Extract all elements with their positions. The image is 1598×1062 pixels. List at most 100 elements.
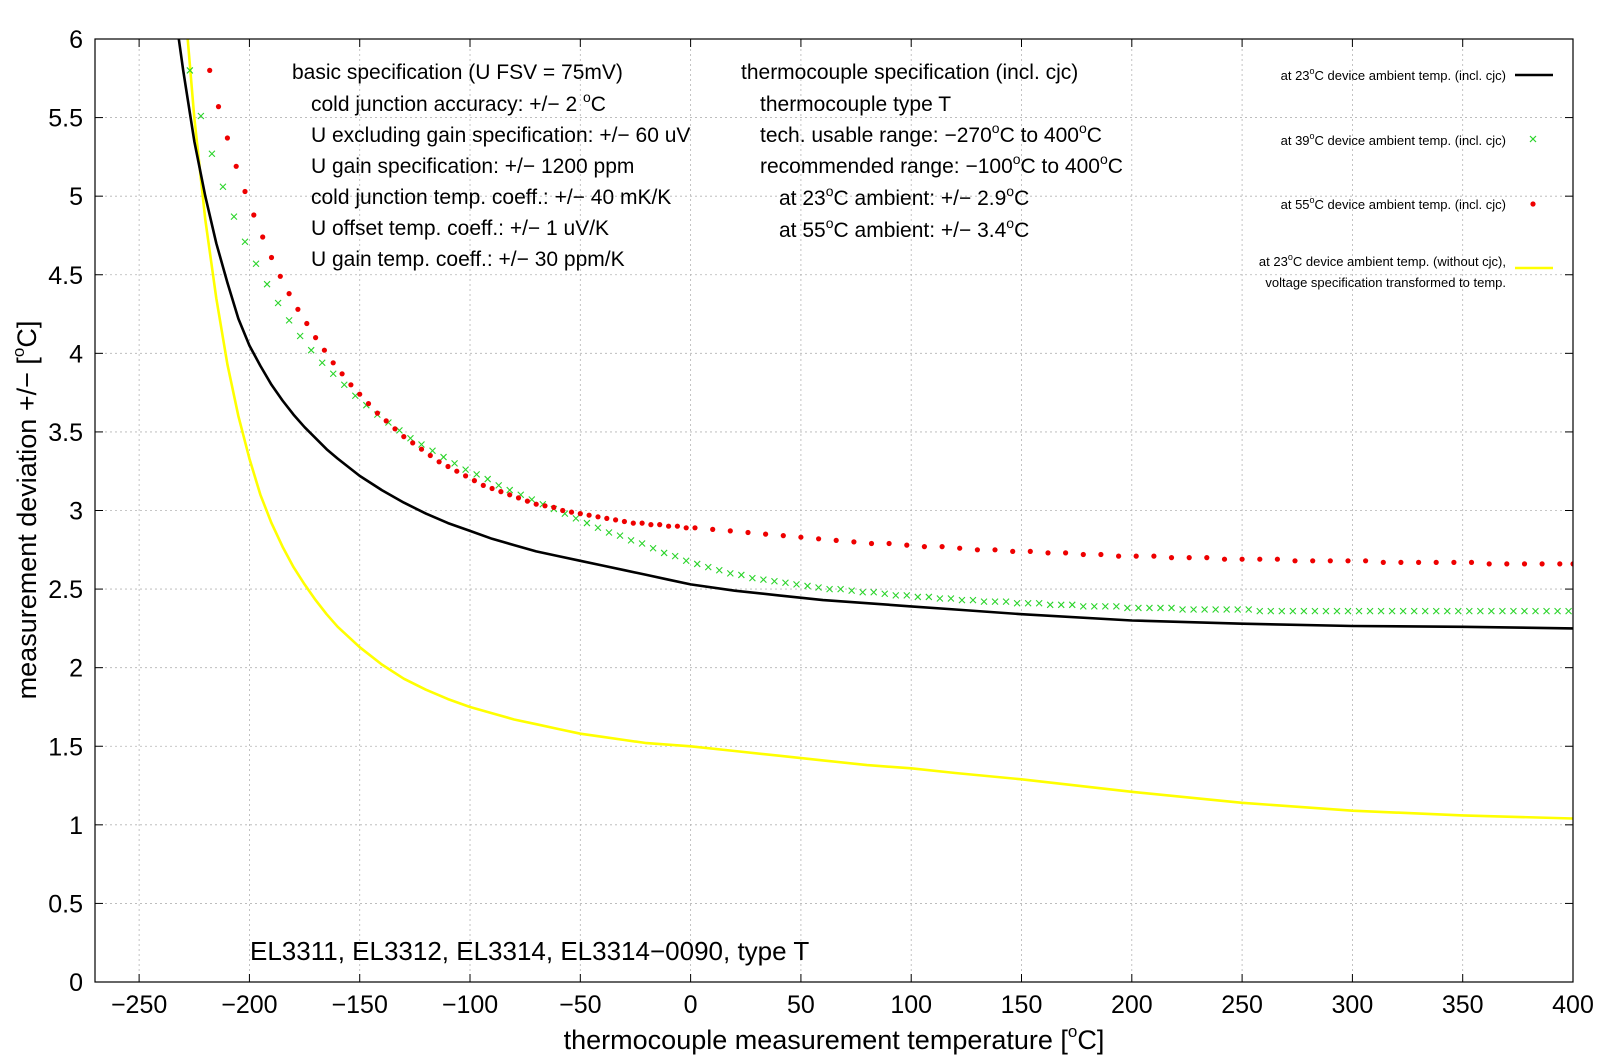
data-point-x (462, 466, 469, 474)
data-point-dot (683, 525, 689, 531)
data-point-dot (1204, 555, 1210, 561)
data-point-x (859, 588, 867, 596)
data-point-x (693, 560, 701, 568)
tc-spec-ambient-55: at 55oC ambient: +/− 3.4oC (779, 215, 1029, 242)
y-axis-label: measurement deviation +/− [oC] (9, 321, 42, 700)
data-point-x (1465, 607, 1473, 615)
data-point-x (815, 584, 822, 591)
data-point-x (1234, 606, 1242, 613)
legend-label-23-nocjc-line2: voltage specification transformed to tem… (1265, 275, 1506, 290)
data-point-x (881, 590, 889, 598)
tc-spec-ambient-23: at 23oC ambient: +/− 2.9oC (779, 183, 1029, 210)
y-tick-label: 0.5 (48, 890, 83, 918)
x-tick-label: −150 (332, 991, 388, 1019)
y-tick-label: 5 (69, 183, 83, 211)
data-point-dot (313, 335, 319, 341)
data-point-x (936, 595, 944, 602)
legend-swatch-55-cjc (1530, 201, 1536, 207)
data-point-dot (1151, 553, 1157, 559)
data-point-x (715, 566, 723, 574)
x-tick-label: 150 (1001, 991, 1043, 1019)
data-point-dot (595, 514, 601, 520)
data-point-x (186, 67, 194, 74)
data-point-dot (957, 545, 963, 551)
data-point-x (1311, 607, 1319, 615)
product-label: EL3311, EL3312, EL3314, EL3314−0090, typ… (250, 936, 809, 966)
x-tick-label: 100 (890, 991, 932, 1019)
legend-label-55-cjc: at 55oC device ambient temp. (incl. cjc) (1281, 195, 1506, 212)
data-point-dot (1116, 553, 1122, 559)
data-point-x (1366, 607, 1374, 615)
data-point-dot (1292, 558, 1298, 564)
data-point-dot (666, 523, 672, 529)
x-axis-label: thermocouple measurement temperature [oC… (564, 1022, 1105, 1055)
x-tick-label: 300 (1332, 991, 1374, 1019)
data-point-x (1510, 607, 1517, 615)
data-point-x (969, 596, 977, 604)
data-point-dot (816, 536, 822, 542)
x-tick-label: 400 (1552, 991, 1594, 1019)
data-point-dot (330, 360, 336, 366)
data-point-x (263, 280, 271, 288)
data-point-x (208, 150, 216, 158)
y-tick-label: 5.5 (48, 105, 83, 133)
ticks: −250 −200 −150 −100 −50 0 50 100 150 200 250 300 350… (48, 26, 1594, 1019)
data-point-dot (1221, 556, 1228, 562)
data-point-x (230, 213, 238, 220)
data-point-dot (613, 517, 619, 523)
data-point-dot (727, 528, 733, 534)
data-point-x (1289, 607, 1297, 615)
data-point-x (837, 585, 845, 593)
data-point-x (1212, 606, 1220, 613)
y-tick-label: 4 (69, 340, 83, 368)
data-point-x (793, 580, 800, 588)
data-point-dot (1327, 558, 1333, 564)
data-point-dot (1433, 559, 1439, 566)
data-point-x (771, 577, 778, 585)
data-point-dot (542, 503, 548, 509)
data-point-dot (1539, 561, 1545, 567)
data-point-dot (507, 492, 513, 498)
data-point-dot (260, 234, 266, 240)
data-point-dot (401, 434, 407, 440)
data-point-x (296, 332, 304, 340)
data-point-dot (242, 188, 248, 195)
data-point-x (1256, 607, 1264, 615)
y-tick-label: 1.5 (48, 733, 83, 761)
data-point-dot (463, 473, 469, 479)
legend-label-39-cjc: at 39oC device ambient temp. (incl. cjc) (1281, 131, 1506, 148)
series-markers-2 (207, 67, 1573, 567)
data-point-dot (383, 418, 389, 424)
data-point-dot (436, 459, 442, 465)
data-point-dot (992, 547, 998, 553)
series-group (177, 39, 1573, 820)
data-point-dot (533, 501, 539, 507)
data-point-x (1454, 607, 1462, 615)
data-point-x (1532, 607, 1539, 615)
data-point-x (285, 316, 293, 324)
data-point-x (307, 346, 315, 354)
data-point-dot (498, 489, 504, 495)
data-point-dot (1063, 550, 1069, 556)
data-point-x (980, 598, 988, 606)
legend: at 23oC device ambient temp. (incl. cjc)… (1259, 66, 1553, 290)
data-point-x (219, 183, 227, 191)
data-point-dot (1310, 558, 1316, 564)
data-point-x (1190, 606, 1197, 613)
data-point-x (682, 557, 690, 565)
data-point-x (495, 481, 503, 489)
y-tick-label: 1 (69, 812, 83, 840)
data-point-dot (1274, 556, 1280, 562)
data-point-x (1135, 604, 1142, 612)
data-point-x (1068, 601, 1076, 609)
series-line-3 (186, 39, 1573, 820)
legend-swatch-39-cjc (1529, 135, 1537, 143)
data-point-dot (357, 391, 363, 397)
data-point-x (1476, 607, 1484, 615)
x-tick-label: 0 (684, 991, 698, 1019)
data-point-dot (1557, 561, 1563, 567)
basic-spec-line5: U offset temp. coeff.: +/− 1 uV/K (311, 217, 609, 240)
data-point-x (826, 585, 833, 593)
data-point-x (660, 549, 668, 557)
